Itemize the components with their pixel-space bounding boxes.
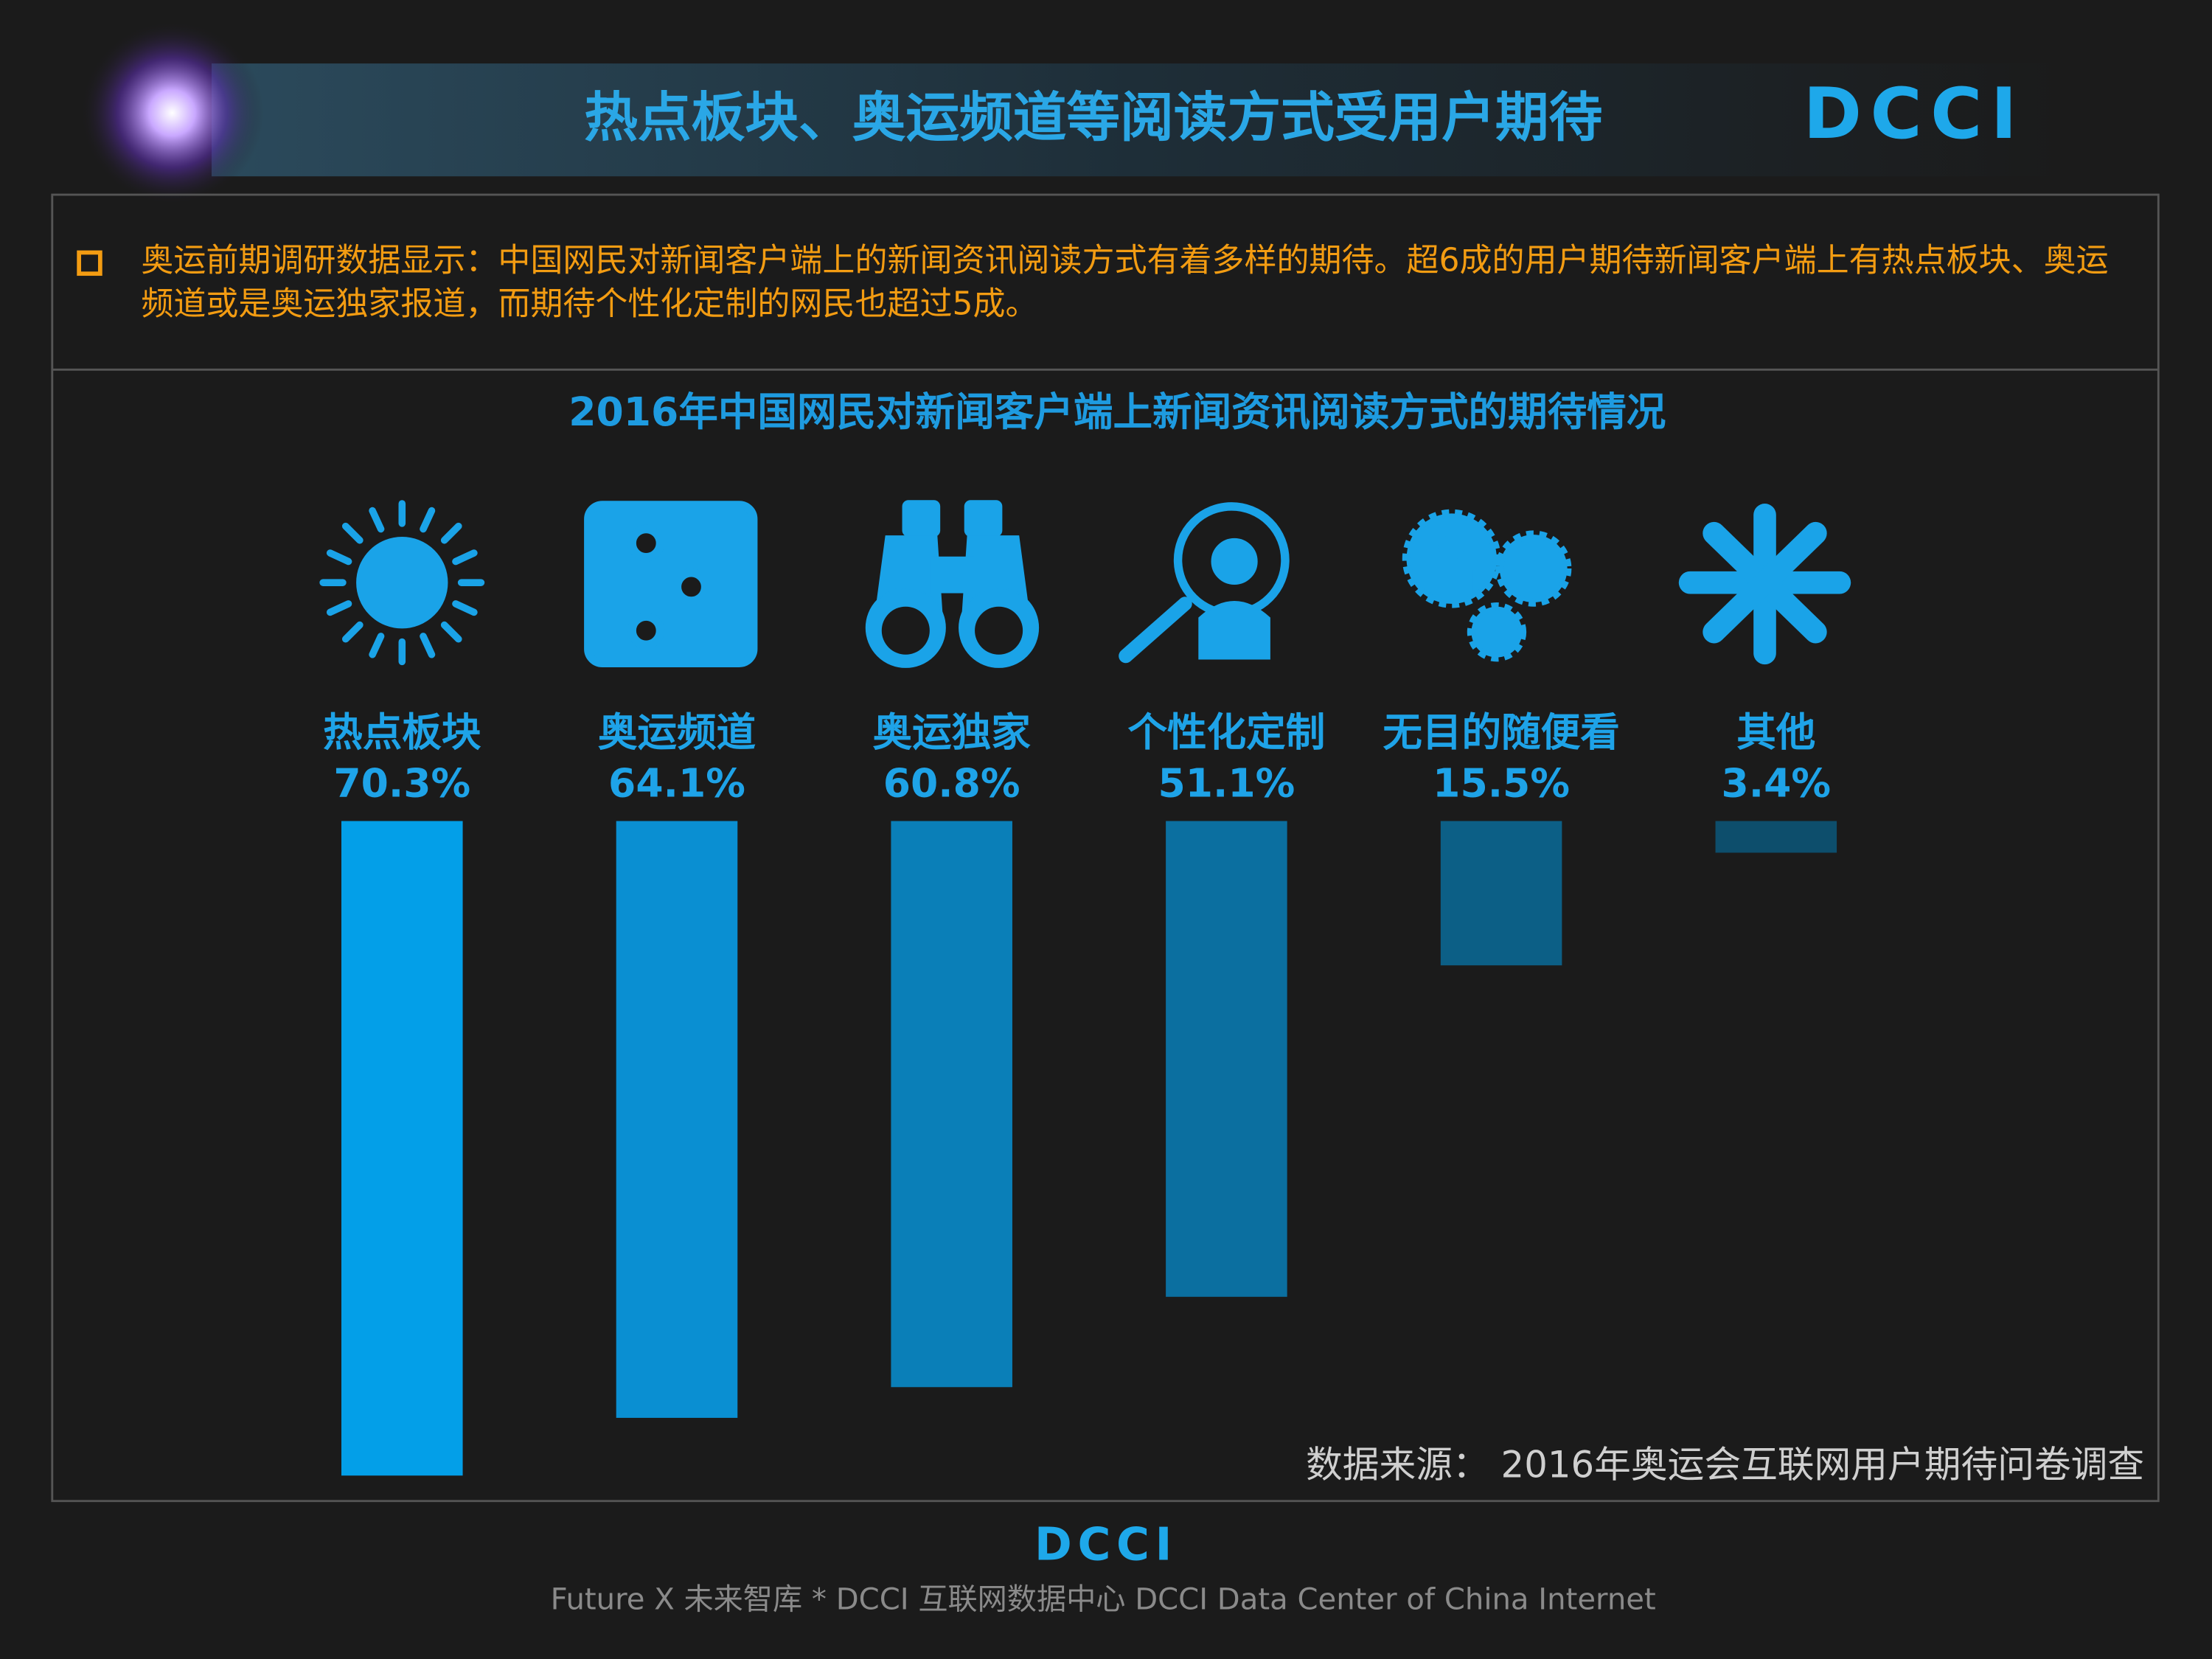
summary-box: 奥运前期调研数据显示：中国网民对新闻客户端上的新闻资讯阅读方式有着多样的期待。超… bbox=[141, 243, 2109, 324]
icon-asterisk bbox=[1678, 504, 1851, 665]
panel bbox=[51, 193, 2160, 1503]
header-logo: DCCI bbox=[1804, 72, 2025, 155]
value-label: 70.3% bbox=[333, 759, 470, 806]
icon-sliders bbox=[584, 501, 758, 667]
icon-magnifier bbox=[1119, 502, 1290, 664]
value-label: 60.8% bbox=[883, 759, 1020, 806]
chart-title: 2016年中国网民对新闻客户端上新闻资讯阅读方式的期待情况 bbox=[568, 389, 1666, 435]
category-label: 个性化定制 bbox=[1127, 709, 1325, 755]
value-label: 51.1% bbox=[1158, 759, 1295, 806]
source: 数据来源： 2016年奥运会互联网用户期待问卷调查 bbox=[1306, 1443, 2144, 1486]
footer-logo: DCCI bbox=[1034, 1518, 1178, 1571]
header-glow bbox=[80, 21, 264, 205]
value-label: 3.4% bbox=[1722, 759, 1832, 806]
header-title: 热点板块、奥运频道等阅读方式受用户期待 bbox=[584, 88, 1602, 150]
value-label: 15.5% bbox=[1433, 759, 1570, 806]
icon-binoculars bbox=[865, 500, 1040, 668]
bar bbox=[1166, 821, 1287, 1297]
bar bbox=[891, 821, 1012, 1388]
summary: 奥运前期调研数据显示：中国网民对新闻客户端上的新闻资讯阅读方式有着多样的期待。超… bbox=[141, 243, 2109, 324]
icons bbox=[319, 500, 1851, 668]
category-label: 奥运独家 bbox=[873, 709, 1032, 755]
bar bbox=[616, 821, 738, 1418]
footer-text: Future X 未来智库 * DCCI 互联网数据中心 DCCI Data C… bbox=[551, 1583, 1656, 1617]
value-label: 64.1% bbox=[608, 759, 745, 806]
bar bbox=[341, 821, 463, 1476]
bar bbox=[1715, 821, 1837, 853]
bar bbox=[1440, 821, 1562, 966]
icon-sun bbox=[319, 500, 485, 666]
category-label: 奥运频道 bbox=[598, 709, 756, 755]
category-label: 其他 bbox=[1736, 709, 1815, 755]
icon-gears bbox=[1402, 509, 1572, 662]
category-label: 热点板块 bbox=[323, 709, 481, 755]
header-band bbox=[211, 63, 2060, 177]
bullet bbox=[77, 250, 102, 276]
category-label: 无目的随便看 bbox=[1382, 709, 1619, 755]
